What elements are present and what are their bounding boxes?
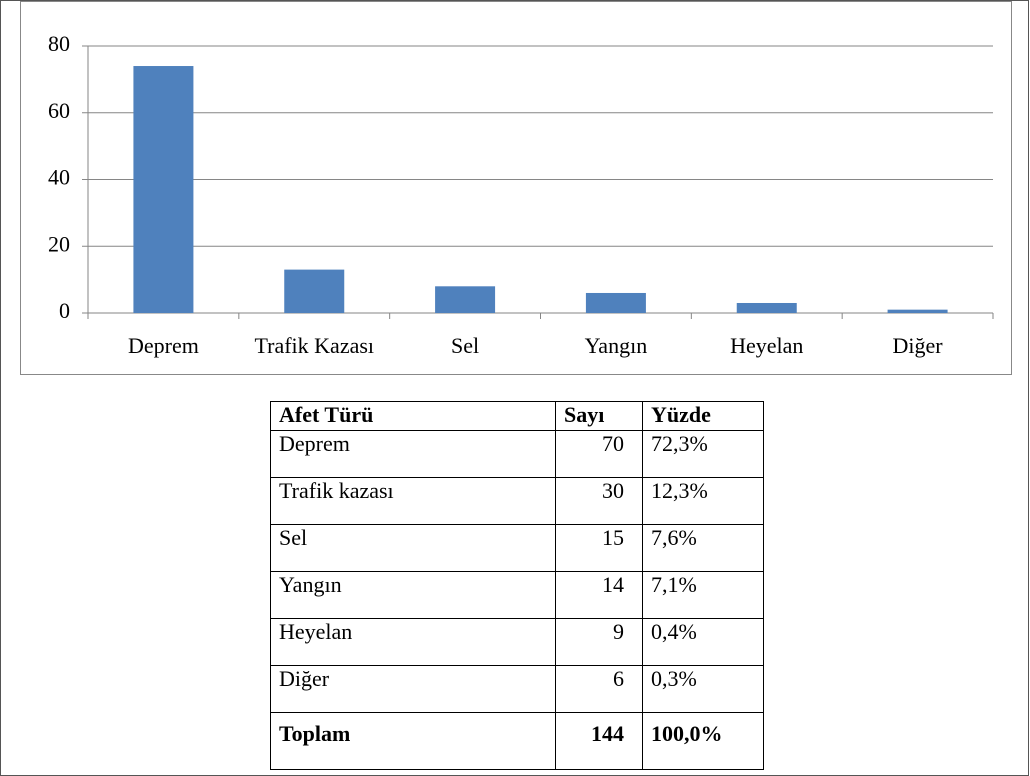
table-cell: Heyelan <box>270 618 556 666</box>
x-tick-label: Heyelan <box>730 333 803 358</box>
table-row: Sel 15 7,6% <box>270 524 764 572</box>
y-tick-label: 80 <box>48 31 70 56</box>
table-cell: 15 <box>555 524 643 572</box>
table-cell: Afet Türü <box>270 401 556 431</box>
x-tick-label: Trafik Kazası <box>254 333 374 358</box>
table-cell: Yüzde <box>642 401 764 431</box>
table-row: Deprem 70 72,3% <box>270 430 764 478</box>
table-row: Heyelan 9 0,4% <box>270 618 764 666</box>
data-table: Afet Türü Sayı Yüzde Deprem 70 72,3% Trafik ka… <box>270 401 764 770</box>
table-row: Yangın 14 7,1% <box>270 571 764 619</box>
table-cell: 100,0% <box>642 712 764 770</box>
table-cell: 12,3% <box>642 477 764 525</box>
table-cell: Diğer <box>270 665 556 713</box>
bar <box>284 269 345 313</box>
chart-border <box>20 1 1012 375</box>
bar <box>133 66 194 314</box>
table-row: Afet Türü Sayı Yüzde <box>270 401 764 431</box>
table-row: Diğer 6 0,3% <box>270 665 764 713</box>
x-tick-label: Sel <box>451 333 479 358</box>
bar <box>887 309 948 313</box>
table-cell: 70 <box>555 430 643 478</box>
table-cell: 0,4% <box>642 618 764 666</box>
y-tick-label: 40 <box>48 165 70 190</box>
x-tick-label: Diğer <box>893 333 944 358</box>
table-cell: 14 <box>555 571 643 619</box>
bar <box>736 302 797 313</box>
table-cell: 7,1% <box>642 571 764 619</box>
bar <box>585 292 646 313</box>
table-row: Trafik kazası 30 12,3% <box>270 477 764 525</box>
table-cell: 144 <box>555 712 643 770</box>
y-tick-label: 0 <box>59 298 70 323</box>
table-cell: Deprem <box>270 430 556 478</box>
table-cell: Sel <box>270 524 556 572</box>
table-cell: Sayı <box>555 401 643 431</box>
x-tick-label: Deprem <box>128 333 199 358</box>
x-tick-label: Yangın <box>585 333 648 358</box>
table-cell: 7,6% <box>642 524 764 572</box>
table-cell: Trafik kazası <box>270 477 556 525</box>
table-cell: 72,3% <box>642 430 764 478</box>
table-cell: 30 <box>555 477 643 525</box>
table-row: Toplam 144 100,0% <box>270 712 764 770</box>
bar <box>435 286 496 313</box>
table-cell: 0,3% <box>642 665 764 713</box>
y-tick-label: 60 <box>48 98 70 123</box>
y-tick-label: 20 <box>48 231 70 256</box>
table-cell: Toplam <box>270 712 556 770</box>
table-cell: 6 <box>555 665 643 713</box>
table-cell: 9 <box>555 618 643 666</box>
table-cell: Yangın <box>270 571 556 619</box>
